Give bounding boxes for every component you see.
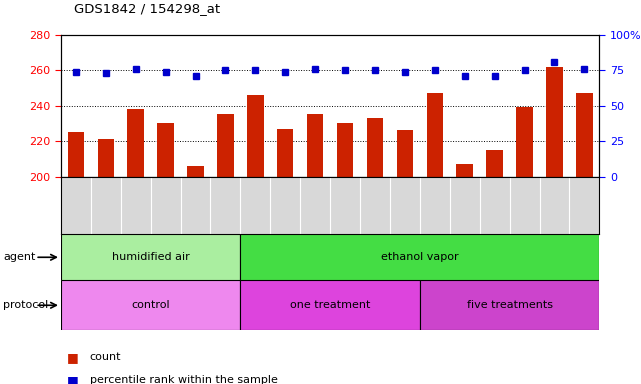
Bar: [546, 66, 563, 177]
Text: percentile rank within the sample: percentile rank within the sample: [90, 375, 278, 384]
Text: humidified air: humidified air: [112, 252, 190, 262]
Text: protocol: protocol: [3, 300, 49, 310]
Bar: [68, 132, 84, 177]
Bar: [217, 114, 233, 177]
Bar: [61, 234, 240, 280]
Text: control: control: [131, 300, 170, 310]
Text: one treatment: one treatment: [290, 300, 370, 310]
Text: five treatments: five treatments: [467, 300, 553, 310]
Bar: [397, 131, 413, 177]
Bar: [367, 118, 383, 177]
Bar: [61, 280, 240, 330]
Bar: [158, 123, 174, 177]
Text: ethanol vapor: ethanol vapor: [381, 252, 459, 262]
Bar: [456, 164, 473, 177]
Bar: [277, 129, 294, 177]
Bar: [128, 109, 144, 177]
Bar: [576, 93, 593, 177]
Text: count: count: [90, 352, 121, 362]
Bar: [427, 93, 443, 177]
Text: agent: agent: [3, 252, 36, 262]
Bar: [337, 123, 353, 177]
Bar: [307, 114, 324, 177]
Text: GDS1842 / 154298_at: GDS1842 / 154298_at: [74, 2, 220, 15]
Bar: [240, 234, 599, 280]
Bar: [97, 139, 114, 177]
Bar: [187, 166, 204, 177]
Text: ■: ■: [67, 374, 79, 384]
Bar: [517, 108, 533, 177]
Bar: [240, 280, 420, 330]
Bar: [420, 280, 599, 330]
Bar: [487, 150, 503, 177]
Text: ■: ■: [67, 351, 79, 364]
Bar: [247, 95, 263, 177]
